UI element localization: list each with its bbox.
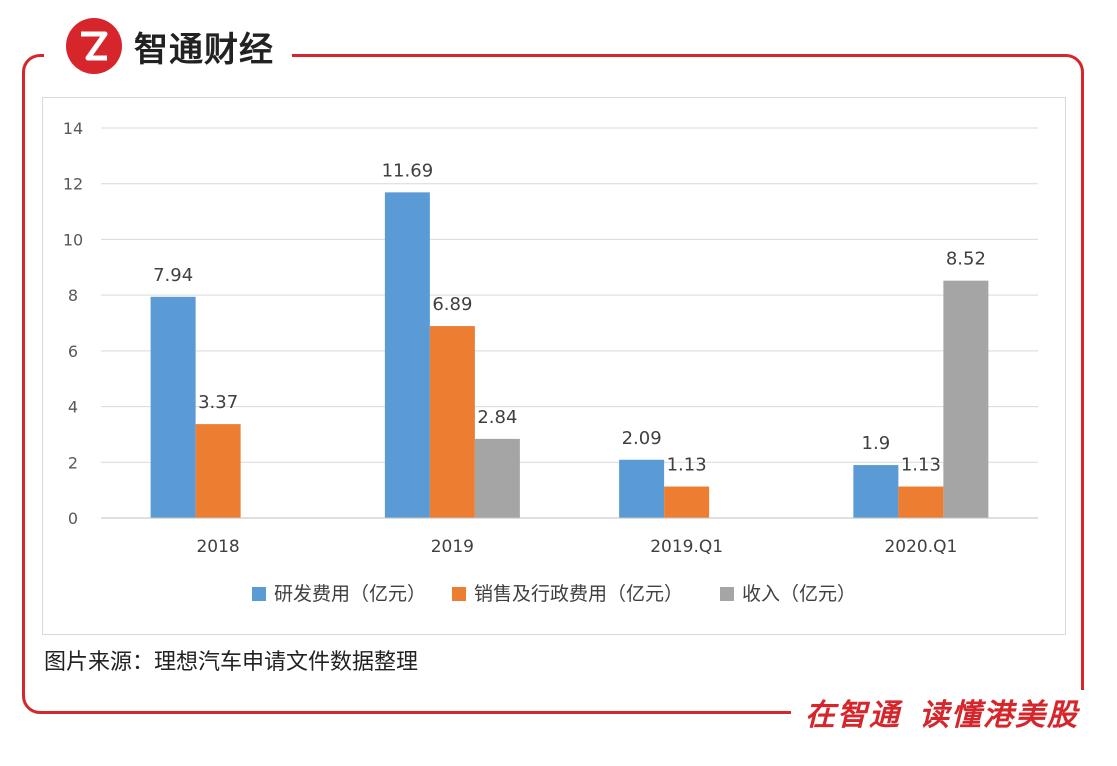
legend-label: 研发费用（亿元） xyxy=(274,583,426,605)
bar xyxy=(150,296,196,518)
y-tick-label: 4 xyxy=(68,398,78,417)
data-label: 3.37 xyxy=(198,392,238,413)
x-tick-label: 2019 xyxy=(431,537,474,557)
bar xyxy=(664,486,710,518)
data-label: 7.94 xyxy=(153,265,193,286)
data-label: 1.13 xyxy=(667,455,707,476)
data-label: 11.69 xyxy=(382,160,434,181)
brand-header: 智通财经 xyxy=(44,6,292,86)
legend-swatch xyxy=(252,587,266,601)
data-label: 2.84 xyxy=(477,407,517,428)
bar xyxy=(943,280,989,518)
x-tick-label: 2018 xyxy=(196,537,239,557)
data-label: 2.09 xyxy=(622,428,662,449)
bar xyxy=(474,438,520,518)
y-tick-label: 10 xyxy=(63,230,83,249)
slogan-part-2: 读懂港美股 xyxy=(919,698,1079,733)
bar xyxy=(384,192,430,518)
legend-label: 销售及行政费用（亿元） xyxy=(474,583,683,605)
y-tick-label: 8 xyxy=(68,286,78,305)
bar xyxy=(429,326,475,518)
legend-swatch xyxy=(720,587,734,601)
card-frame xyxy=(22,54,1084,714)
data-label: 1.9 xyxy=(862,433,891,454)
slogan: 在智通 读懂港美股 xyxy=(791,690,1087,734)
legend-label: 收入（亿元） xyxy=(742,583,856,605)
y-tick-label: 0 xyxy=(68,509,78,528)
x-tick-label: 2020.Q1 xyxy=(884,537,957,557)
bar xyxy=(195,424,241,518)
brand-logo-icon xyxy=(66,18,122,74)
bar xyxy=(619,459,665,518)
data-label: 6.89 xyxy=(432,294,472,315)
y-tick-label: 12 xyxy=(63,175,83,194)
bar-chart: 0 2 4 6 8 10 12 14 7.94 3.37 2018 11.69 6.89 2.84 2019… xyxy=(63,119,1038,605)
bar xyxy=(898,486,944,518)
source-note: 图片来源：理想汽车申请文件数据整理 xyxy=(44,650,419,675)
data-label: 1.13 xyxy=(901,455,941,476)
y-tick-label: 14 xyxy=(63,119,83,138)
brand-name: 智通财经 xyxy=(134,29,274,70)
x-tick-label: 2019.Q1 xyxy=(650,537,723,557)
data-label: 8.52 xyxy=(946,249,986,270)
y-tick-label: 6 xyxy=(68,342,78,361)
slogan-part-1: 在智通 xyxy=(805,698,901,733)
legend-swatch xyxy=(452,587,466,601)
bar xyxy=(853,465,899,518)
y-tick-label: 2 xyxy=(68,453,78,472)
chart-container: 0 2 4 6 8 10 12 14 7.94 3.37 2018 11.69 6.89 2.84 2019… xyxy=(42,97,1066,635)
